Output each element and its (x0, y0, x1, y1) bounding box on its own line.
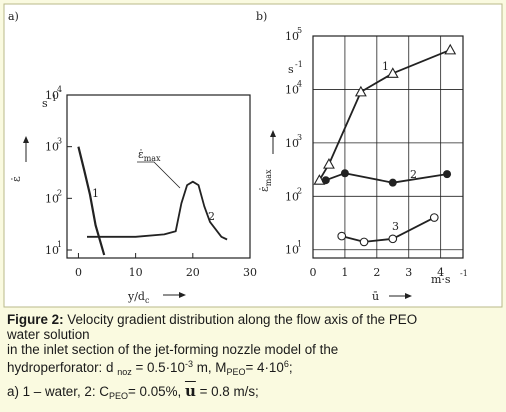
caption-line-4: hydroperforator: d noz = 0.5·10-3 m, MPE… (7, 359, 293, 377)
panel-b-series-2-point (443, 170, 452, 179)
panel-a-y-unit-exp: -1 (49, 94, 57, 103)
panel-a-label: a) (8, 10, 19, 23)
panel-b-curve-label-3: 3 (392, 220, 399, 233)
panel-b-y-tick-exp: 1 (297, 240, 302, 249)
panel-b-series-3-line (341, 216, 435, 243)
panel-a-x-tick-label: 30 (243, 266, 257, 279)
figure-frame (3, 3, 503, 308)
figure-caption: Figure 2: Velocity gradient distribution… (7, 312, 499, 404)
panel-b-curve-label-2: 2 (410, 168, 417, 181)
panel-a-y-arrowhead (23, 136, 29, 143)
caption-line-2: water solution (7, 327, 90, 342)
panel-b-y-tick-label: 10 (285, 137, 299, 150)
panel-b-series-2-point (340, 169, 349, 178)
caption-u-bar: u (184, 382, 196, 400)
panel-b-y-unit: s (288, 63, 294, 76)
panel-b-x-unit-exp: -1 (460, 269, 468, 278)
panel-a-series-1-line (77, 146, 106, 256)
panel-a-y-tick-label: 10 (45, 89, 59, 102)
panel-b-series-1-point (444, 43, 457, 55)
panel-b-y-tick-label: 10 (285, 190, 299, 203)
panel-a-x-tick-label: 10 (129, 266, 143, 279)
panel-a-plot-frame (66, 94, 251, 259)
panel-a-y-tick-exp: 2 (57, 188, 62, 197)
panel-b-x-label: ū (372, 290, 379, 303)
panel-b-y-tick-exp: 2 (297, 186, 302, 195)
panel-b-y-tick-exp: 4 (297, 79, 302, 88)
panel-b-y-tick-label: 10 (285, 30, 299, 43)
panel-b-curve-label-1: 1 (382, 60, 389, 73)
panel-a-y-tick-label: 10 (45, 141, 59, 154)
panel-a-y-unit: s (42, 97, 48, 110)
panel-b-series-2-line (325, 172, 448, 184)
panel-b-series-3-point (388, 234, 398, 244)
panel-b-series-3-point (429, 213, 439, 222)
panel-b-y-arrowhead (270, 130, 276, 137)
panel-a-x-arrowhead (179, 292, 186, 298)
panel-b-y-tick-label: 10 (285, 83, 299, 96)
panel-b-x-unit: m·s (431, 273, 451, 286)
panel-b-series-1-point (323, 157, 335, 169)
panel-a-y-tick-exp: 3 (57, 137, 62, 146)
panel-b-plot-frame (312, 35, 464, 259)
panel-b-y-tick-exp: 5 (297, 26, 302, 35)
caption-line-1: Figure 2: Velocity gradient distribution… (7, 312, 499, 327)
panel-b-x-tick-label: 0 (310, 266, 317, 279)
panel-b-series-1-point (386, 67, 399, 78)
panel-a-annotation: ε̇max (138, 148, 161, 163)
caption-text-1: Velocity gradient distribution along the… (67, 312, 418, 327)
panel-b-series-3-point (359, 237, 369, 247)
panel-a-y-tick-label: 10 (45, 192, 59, 205)
panel-b-y-tick-exp: 3 (297, 133, 302, 142)
panel-b-x-arrowhead (405, 293, 412, 299)
panel-b-label: b) (256, 10, 267, 23)
panel-b-series-2-point (321, 176, 330, 185)
panel-b-series-1-point (354, 85, 367, 97)
caption-line-3: in the inlet section of the jet-forming … (7, 342, 339, 357)
panel-a-x-tick-label: 0 (75, 266, 82, 279)
panel-a-series-2-line (87, 180, 228, 241)
panel-a-x-tick-label: 20 (186, 266, 200, 279)
panel-a-y-tick-exp: 1 (57, 240, 62, 249)
panel-b-x-tick-label: 4 (437, 266, 444, 279)
panel-b-x-tick-label: 1 (341, 266, 348, 279)
panel-a-curve-label-2: 2 (208, 210, 215, 223)
panel-a-y-tick-exp: 4 (57, 85, 62, 94)
caption-line-5: a) 1 – water, 2: CPEO= 0.05%, u = 0.8 m/… (7, 382, 259, 402)
panel-b-y-tick-label: 10 (285, 244, 299, 257)
panel-b-x-tick-label: 3 (405, 266, 412, 279)
panel-a-curve-label-1: 1 (92, 187, 99, 200)
panel-b-x-tick-label: 2 (373, 266, 380, 279)
panel-a-y-symbol: ε̇ (10, 176, 23, 182)
panel-b-series-3-point (337, 231, 347, 241)
panel-b-y-symbol: ε̇max (258, 169, 273, 192)
panel-a-y-tick-label: 10 (45, 244, 59, 257)
panel-a-annotation-leader (137, 161, 181, 189)
panel-b-y-unit-exp: -1 (295, 60, 303, 69)
panel-b-series-2-point (388, 178, 397, 187)
caption-title: Figure 2: (7, 312, 64, 327)
panel-a-x-label: y/dc (127, 290, 150, 305)
